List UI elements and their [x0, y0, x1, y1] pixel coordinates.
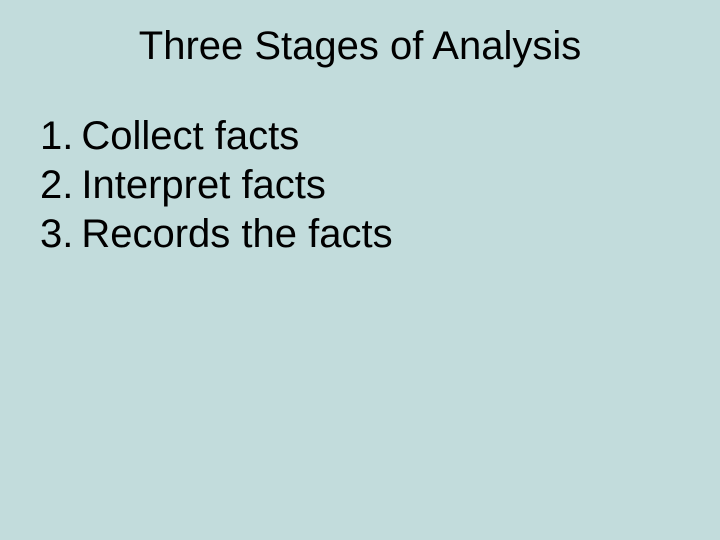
list-text: Interpret facts — [81, 163, 326, 207]
list-number: 1. — [40, 114, 73, 158]
list-text: Records the facts — [81, 212, 392, 256]
list-item: 1.Collect facts — [40, 112, 393, 161]
list-item: 2.Interpret facts — [40, 161, 393, 210]
slide-title: Three Stages of Analysis — [0, 24, 720, 69]
list-number: 2. — [40, 163, 73, 207]
ordered-list: 1.Collect facts 2.Interpret facts 3.Reco… — [40, 112, 393, 258]
list-item: 3.Records the facts — [40, 210, 393, 259]
slide: Three Stages of Analysis 1.Collect facts… — [0, 0, 720, 540]
list-text: Collect facts — [81, 114, 299, 158]
list-number: 3. — [40, 212, 73, 256]
